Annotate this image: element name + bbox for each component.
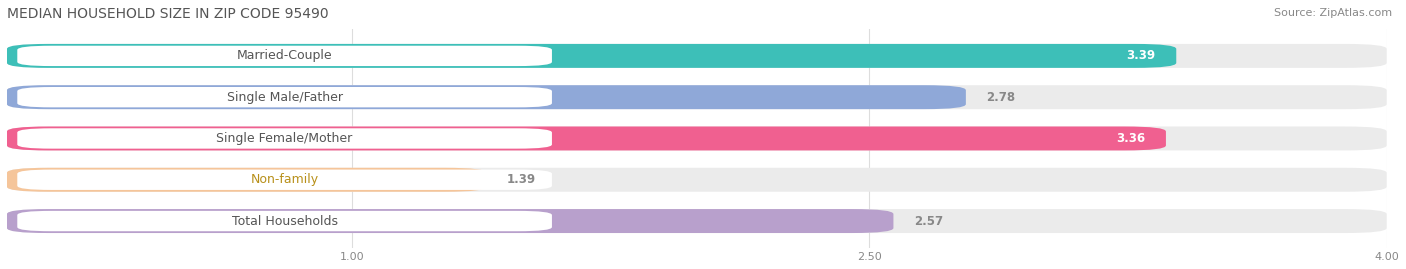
FancyBboxPatch shape — [7, 209, 1386, 233]
FancyBboxPatch shape — [7, 85, 966, 109]
Text: Single Male/Father: Single Male/Father — [226, 91, 343, 104]
FancyBboxPatch shape — [7, 85, 1386, 109]
Text: MEDIAN HOUSEHOLD SIZE IN ZIP CODE 95490: MEDIAN HOUSEHOLD SIZE IN ZIP CODE 95490 — [7, 7, 329, 21]
FancyBboxPatch shape — [7, 126, 1166, 150]
Text: Single Female/Mother: Single Female/Mother — [217, 132, 353, 145]
FancyBboxPatch shape — [7, 44, 1177, 68]
FancyBboxPatch shape — [7, 168, 1386, 192]
FancyBboxPatch shape — [17, 128, 553, 149]
FancyBboxPatch shape — [17, 211, 553, 231]
Text: 2.57: 2.57 — [914, 215, 943, 228]
FancyBboxPatch shape — [17, 87, 553, 107]
Text: 1.39: 1.39 — [508, 173, 536, 186]
Text: Total Households: Total Households — [232, 215, 337, 228]
Text: 3.36: 3.36 — [1116, 132, 1146, 145]
FancyBboxPatch shape — [17, 169, 553, 190]
FancyBboxPatch shape — [7, 209, 893, 233]
FancyBboxPatch shape — [7, 44, 1386, 68]
Text: 2.78: 2.78 — [987, 91, 1015, 104]
Text: Non-family: Non-family — [250, 173, 319, 186]
FancyBboxPatch shape — [7, 126, 1386, 150]
Text: 3.39: 3.39 — [1126, 49, 1156, 62]
Text: Source: ZipAtlas.com: Source: ZipAtlas.com — [1274, 8, 1392, 18]
Text: Married-Couple: Married-Couple — [236, 49, 332, 62]
FancyBboxPatch shape — [17, 46, 553, 66]
FancyBboxPatch shape — [7, 168, 486, 192]
